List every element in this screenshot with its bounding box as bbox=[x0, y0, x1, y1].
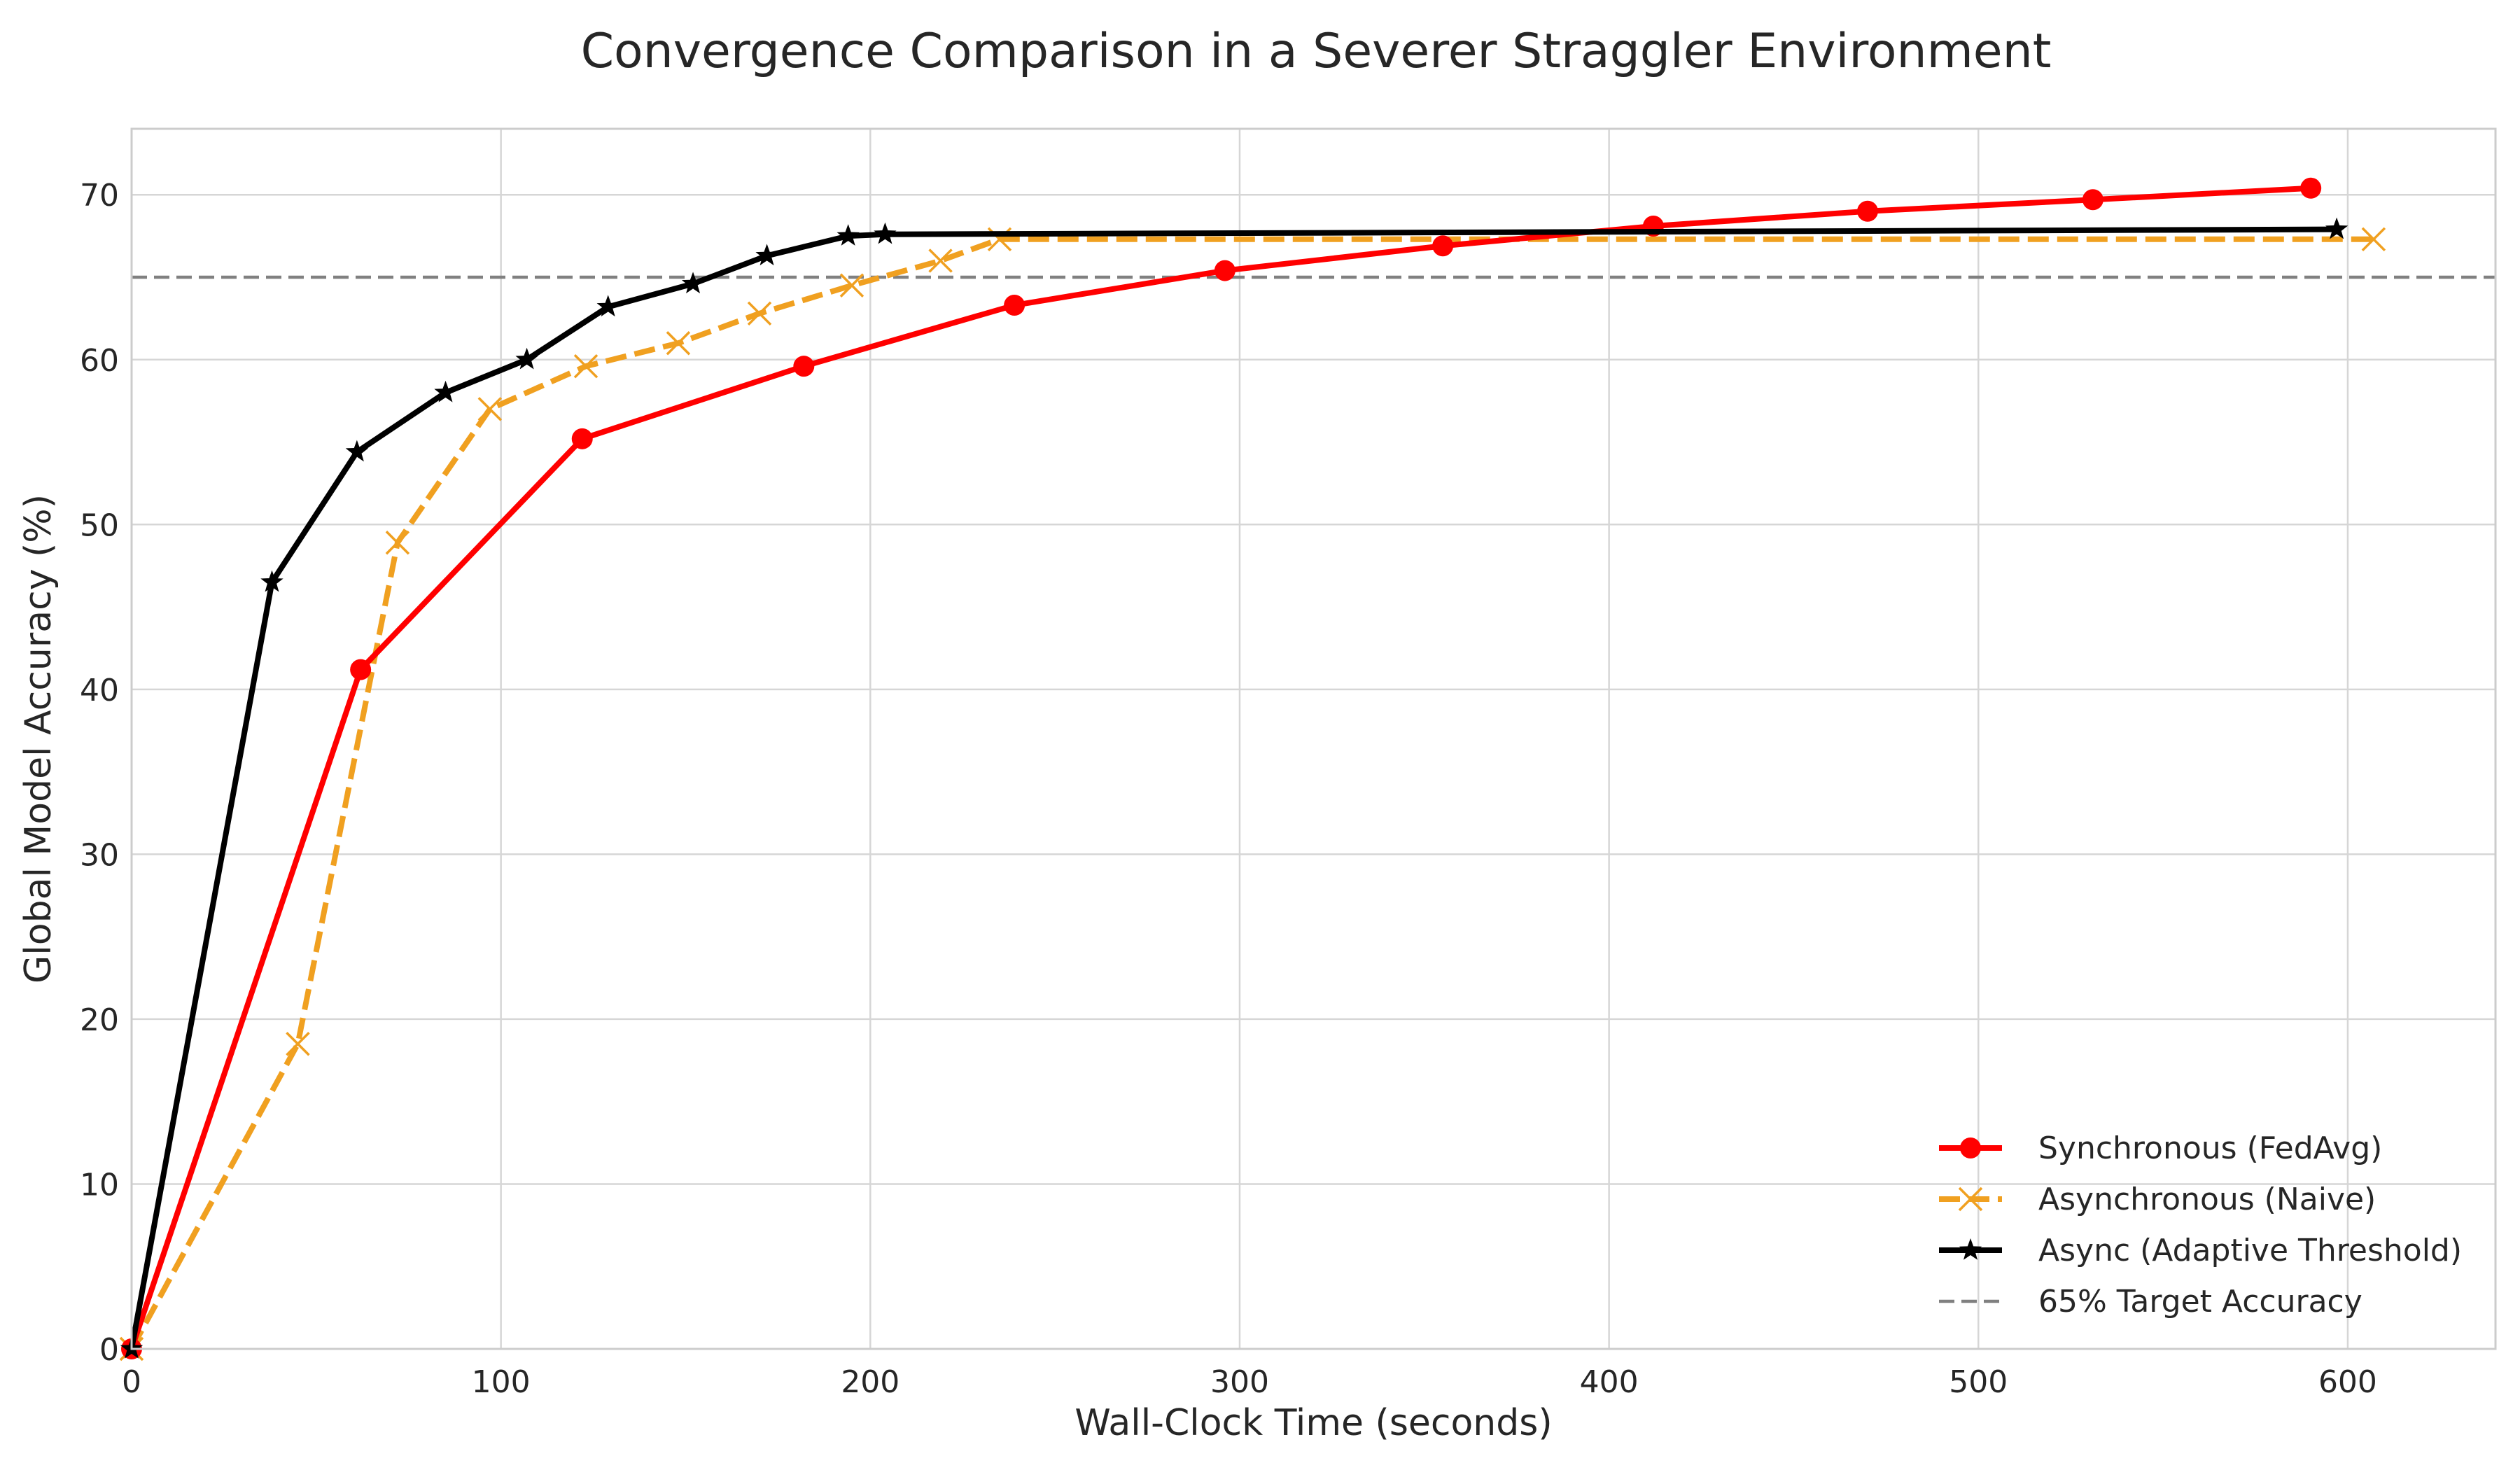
series-async-adaptive bbox=[120, 217, 2348, 1359]
data-point-asynchronous-naive bbox=[928, 248, 953, 273]
plot-frame bbox=[130, 127, 2497, 1350]
x-tick-label: 400 bbox=[1580, 1364, 1639, 1400]
data-point-async-adaptive bbox=[2325, 217, 2348, 239]
x-tick-label: 600 bbox=[2318, 1364, 2377, 1400]
x-tick-label: 200 bbox=[841, 1364, 899, 1400]
legend-marker-async-adaptive bbox=[1959, 1238, 1982, 1260]
legend-label-target-accuracy: 65% Target Accuracy bbox=[2038, 1284, 2362, 1320]
data-point-async-adaptive bbox=[836, 224, 860, 246]
grid-layer bbox=[130, 129, 2496, 1350]
data-point-asynchronous-naive bbox=[385, 530, 410, 555]
x-tick-label: 100 bbox=[472, 1364, 531, 1400]
data-point-synchronous bbox=[2300, 177, 2322, 199]
legend-label-async-adaptive: Async (Adaptive Threshold) bbox=[2038, 1233, 2462, 1268]
data-point-asynchronous-naive bbox=[286, 1032, 310, 1056]
data-point-synchronous bbox=[1432, 235, 1454, 257]
tick-layer: 0 100 200 300 400 500 600 0 10 20 30 40 50 60 70 bbox=[80, 178, 2377, 1400]
x-tick-label: 300 bbox=[1210, 1364, 1269, 1400]
data-point-asynchronous-naive bbox=[477, 397, 503, 421]
data-point-async-adaptive bbox=[755, 244, 778, 266]
data-point-synchronous bbox=[1214, 260, 1236, 281]
y-axis-label: Global Model Accuracy (%) bbox=[18, 494, 59, 983]
data-point-synchronous bbox=[350, 659, 372, 680]
data-point-asynchronous-naive bbox=[839, 273, 864, 298]
data-point-synchronous bbox=[1856, 200, 1878, 222]
y-tick-label: 0 bbox=[99, 1332, 119, 1368]
legend-label-synchronous: Synchronous (FedAvg) bbox=[2038, 1130, 2382, 1166]
legend: Synchronous (FedAvg) Asynchronous (Naive)… bbox=[1939, 1130, 2462, 1320]
series-line-asynchronous-naive bbox=[129, 236, 2374, 1350]
y-tick-label: 40 bbox=[80, 673, 119, 708]
chart-title: Convergence Comparison in a Severer Stra… bbox=[581, 24, 2052, 79]
data-point-asynchronous-naive bbox=[666, 330, 691, 356]
legend-marker-asynchronous-naive bbox=[1958, 1186, 1983, 1212]
data-point-synchronous bbox=[571, 428, 593, 449]
x-tick-label: 0 bbox=[122, 1364, 141, 1400]
series-asynchronous-naive bbox=[119, 227, 2386, 1362]
x-tick-label: 500 bbox=[1949, 1364, 2008, 1400]
data-point-asynchronous-naive bbox=[2361, 227, 2386, 252]
legend-marker-synchronous bbox=[1960, 1138, 1981, 1158]
series-line-async-adaptive bbox=[129, 226, 2337, 1350]
data-point-async-adaptive bbox=[345, 440, 369, 462]
data-point-asynchronous-naive bbox=[573, 354, 598, 379]
y-tick-label: 20 bbox=[80, 1002, 119, 1038]
series-layer bbox=[119, 177, 2386, 1362]
series-synchronous bbox=[121, 177, 2322, 1359]
x-axis-label: Wall-Clock Time (seconds) bbox=[1074, 1402, 1552, 1444]
legend-label-asynchronous-naive: Asynchronous (Naive) bbox=[2038, 1182, 2376, 1217]
y-tick-label: 60 bbox=[80, 343, 119, 379]
series-line-synchronous bbox=[129, 185, 2311, 1350]
data-point-synchronous bbox=[2082, 189, 2104, 211]
y-tick-label: 30 bbox=[80, 837, 119, 873]
data-point-synchronous bbox=[793, 356, 815, 377]
y-tick-label: 70 bbox=[80, 178, 119, 214]
data-point-asynchronous-naive bbox=[747, 301, 772, 326]
data-point-async-adaptive bbox=[596, 295, 620, 317]
data-point-async-adaptive bbox=[434, 380, 457, 402]
data-point-async-adaptive bbox=[260, 570, 284, 592]
y-tick-label: 10 bbox=[80, 1167, 119, 1203]
data-point-async-adaptive bbox=[681, 272, 705, 294]
y-tick-label: 50 bbox=[80, 507, 119, 543]
data-point-async-adaptive bbox=[874, 222, 897, 244]
data-point-synchronous bbox=[1004, 295, 1026, 316]
data-point-async-adaptive bbox=[515, 347, 538, 370]
